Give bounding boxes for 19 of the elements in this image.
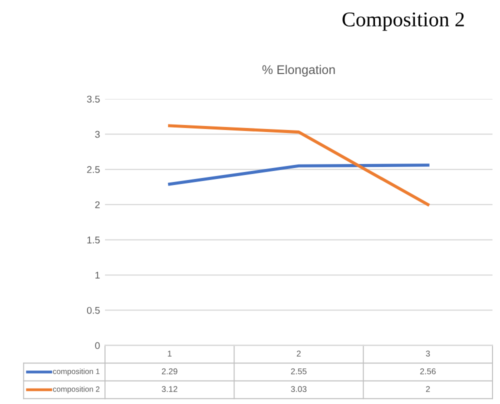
chart-title: Composition 2	[342, 12, 464, 31]
chart-subtitle: % Elongation	[262, 64, 335, 77]
y-tick-label: 3	[95, 130, 100, 138]
y-tick-label: 0.5	[87, 306, 100, 314]
y-tick-label: 3.5	[86, 96, 100, 103]
y-tick-label: 0	[95, 342, 100, 350]
y-tick-label: 2	[95, 201, 100, 208]
x-tick-label: 3	[426, 350, 430, 357]
data-label: 2.55	[291, 368, 307, 374]
y-tick-label: 2.5	[87, 166, 100, 174]
data-label: 2.29	[162, 368, 178, 374]
data-label: 2.56	[420, 368, 436, 374]
y-tick-label: 1.5	[87, 236, 100, 244]
data-label: 2	[426, 386, 430, 392]
data-label: 3.12	[162, 386, 178, 392]
x-tick-label: 1	[168, 350, 172, 356]
x-tick-label: 2	[296, 350, 301, 356]
data-label: 3.03	[290, 386, 306, 392]
y-tick-label: 1	[95, 272, 100, 279]
